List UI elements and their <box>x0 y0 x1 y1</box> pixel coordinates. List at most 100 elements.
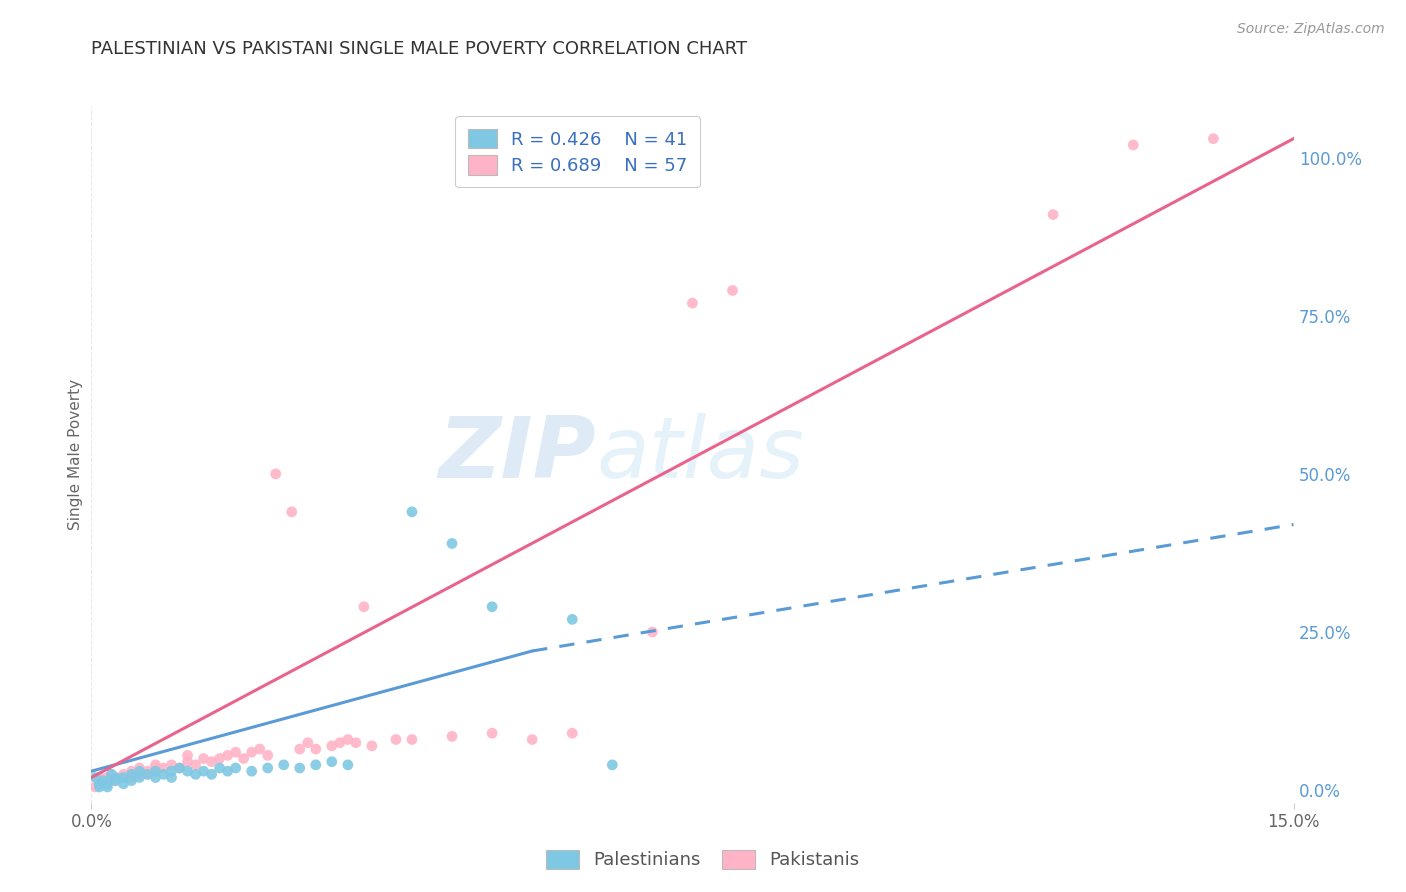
Point <box>112 771 135 785</box>
Point <box>217 748 239 763</box>
Point <box>264 467 287 481</box>
Point <box>281 505 304 519</box>
Point <box>100 767 122 781</box>
Point <box>152 767 174 781</box>
Point <box>385 732 408 747</box>
Point <box>100 767 122 781</box>
Point <box>176 748 198 763</box>
Point <box>232 751 254 765</box>
Point <box>336 732 359 747</box>
Point <box>145 764 167 779</box>
Point <box>522 732 544 747</box>
Point <box>1122 138 1144 153</box>
Y-axis label: Single Male Poverty: Single Male Poverty <box>67 379 83 531</box>
Point <box>104 773 127 788</box>
Point <box>136 767 159 781</box>
Point <box>602 757 624 772</box>
Point <box>84 780 107 794</box>
Point <box>288 761 311 775</box>
Point <box>160 757 183 772</box>
Point <box>96 780 118 794</box>
Point <box>360 739 382 753</box>
Point <box>136 764 159 779</box>
Point <box>145 757 167 772</box>
Point <box>121 764 143 779</box>
Point <box>225 745 247 759</box>
Point <box>561 726 583 740</box>
Point <box>184 757 207 772</box>
Point <box>353 599 375 614</box>
Point <box>152 761 174 775</box>
Point <box>401 505 423 519</box>
Point <box>145 771 167 785</box>
Point <box>321 739 343 753</box>
Point <box>240 764 263 779</box>
Point <box>225 761 247 775</box>
Point <box>481 726 503 740</box>
Point <box>160 764 183 779</box>
Point <box>128 767 150 781</box>
Legend: R = 0.426    N = 41, R = 0.689    N = 57: R = 0.426 N = 41, R = 0.689 N = 57 <box>456 116 700 187</box>
Point <box>440 536 463 550</box>
Point <box>104 773 127 788</box>
Point <box>193 751 215 765</box>
Point <box>329 736 352 750</box>
Point <box>136 767 159 781</box>
Point <box>160 771 183 785</box>
Point <box>169 761 191 775</box>
Legend: Palestinians, Pakistanis: Palestinians, Pakistanis <box>537 840 869 879</box>
Point <box>721 284 744 298</box>
Point <box>104 771 127 785</box>
Point <box>112 767 135 781</box>
Text: atlas: atlas <box>596 413 804 497</box>
Point <box>128 761 150 775</box>
Point <box>89 771 111 785</box>
Point <box>305 757 328 772</box>
Point <box>121 767 143 781</box>
Point <box>321 755 343 769</box>
Point <box>112 777 135 791</box>
Point <box>681 296 703 310</box>
Point <box>288 742 311 756</box>
Text: PALESTINIAN VS PAKISTANI SINGLE MALE POVERTY CORRELATION CHART: PALESTINIAN VS PAKISTANI SINGLE MALE POV… <box>91 40 748 58</box>
Point <box>89 777 111 791</box>
Point <box>93 773 115 788</box>
Text: Source: ZipAtlas.com: Source: ZipAtlas.com <box>1237 22 1385 37</box>
Point <box>305 742 328 756</box>
Point <box>561 612 583 626</box>
Point <box>440 730 463 744</box>
Point <box>89 780 111 794</box>
Point <box>201 767 224 781</box>
Point <box>208 751 231 765</box>
Point <box>217 764 239 779</box>
Point <box>240 745 263 759</box>
Point <box>208 761 231 775</box>
Point <box>249 742 271 756</box>
Point <box>104 771 127 785</box>
Point <box>641 625 664 640</box>
Point <box>121 773 143 788</box>
Point <box>128 771 150 785</box>
Point <box>145 761 167 775</box>
Point <box>84 771 107 785</box>
Point <box>401 732 423 747</box>
Point <box>93 773 115 788</box>
Point <box>256 761 278 775</box>
Point <box>176 764 198 779</box>
Point <box>89 777 111 791</box>
Point <box>344 736 367 750</box>
Point <box>121 771 143 785</box>
Point <box>128 764 150 779</box>
Point <box>169 761 191 775</box>
Point <box>1202 131 1225 145</box>
Point <box>193 764 215 779</box>
Point <box>273 757 295 772</box>
Point <box>176 755 198 769</box>
Point <box>96 771 118 785</box>
Point <box>1042 208 1064 222</box>
Point <box>336 757 359 772</box>
Point <box>297 736 319 750</box>
Text: ZIP: ZIP <box>439 413 596 497</box>
Point <box>112 771 135 785</box>
Point <box>96 777 118 791</box>
